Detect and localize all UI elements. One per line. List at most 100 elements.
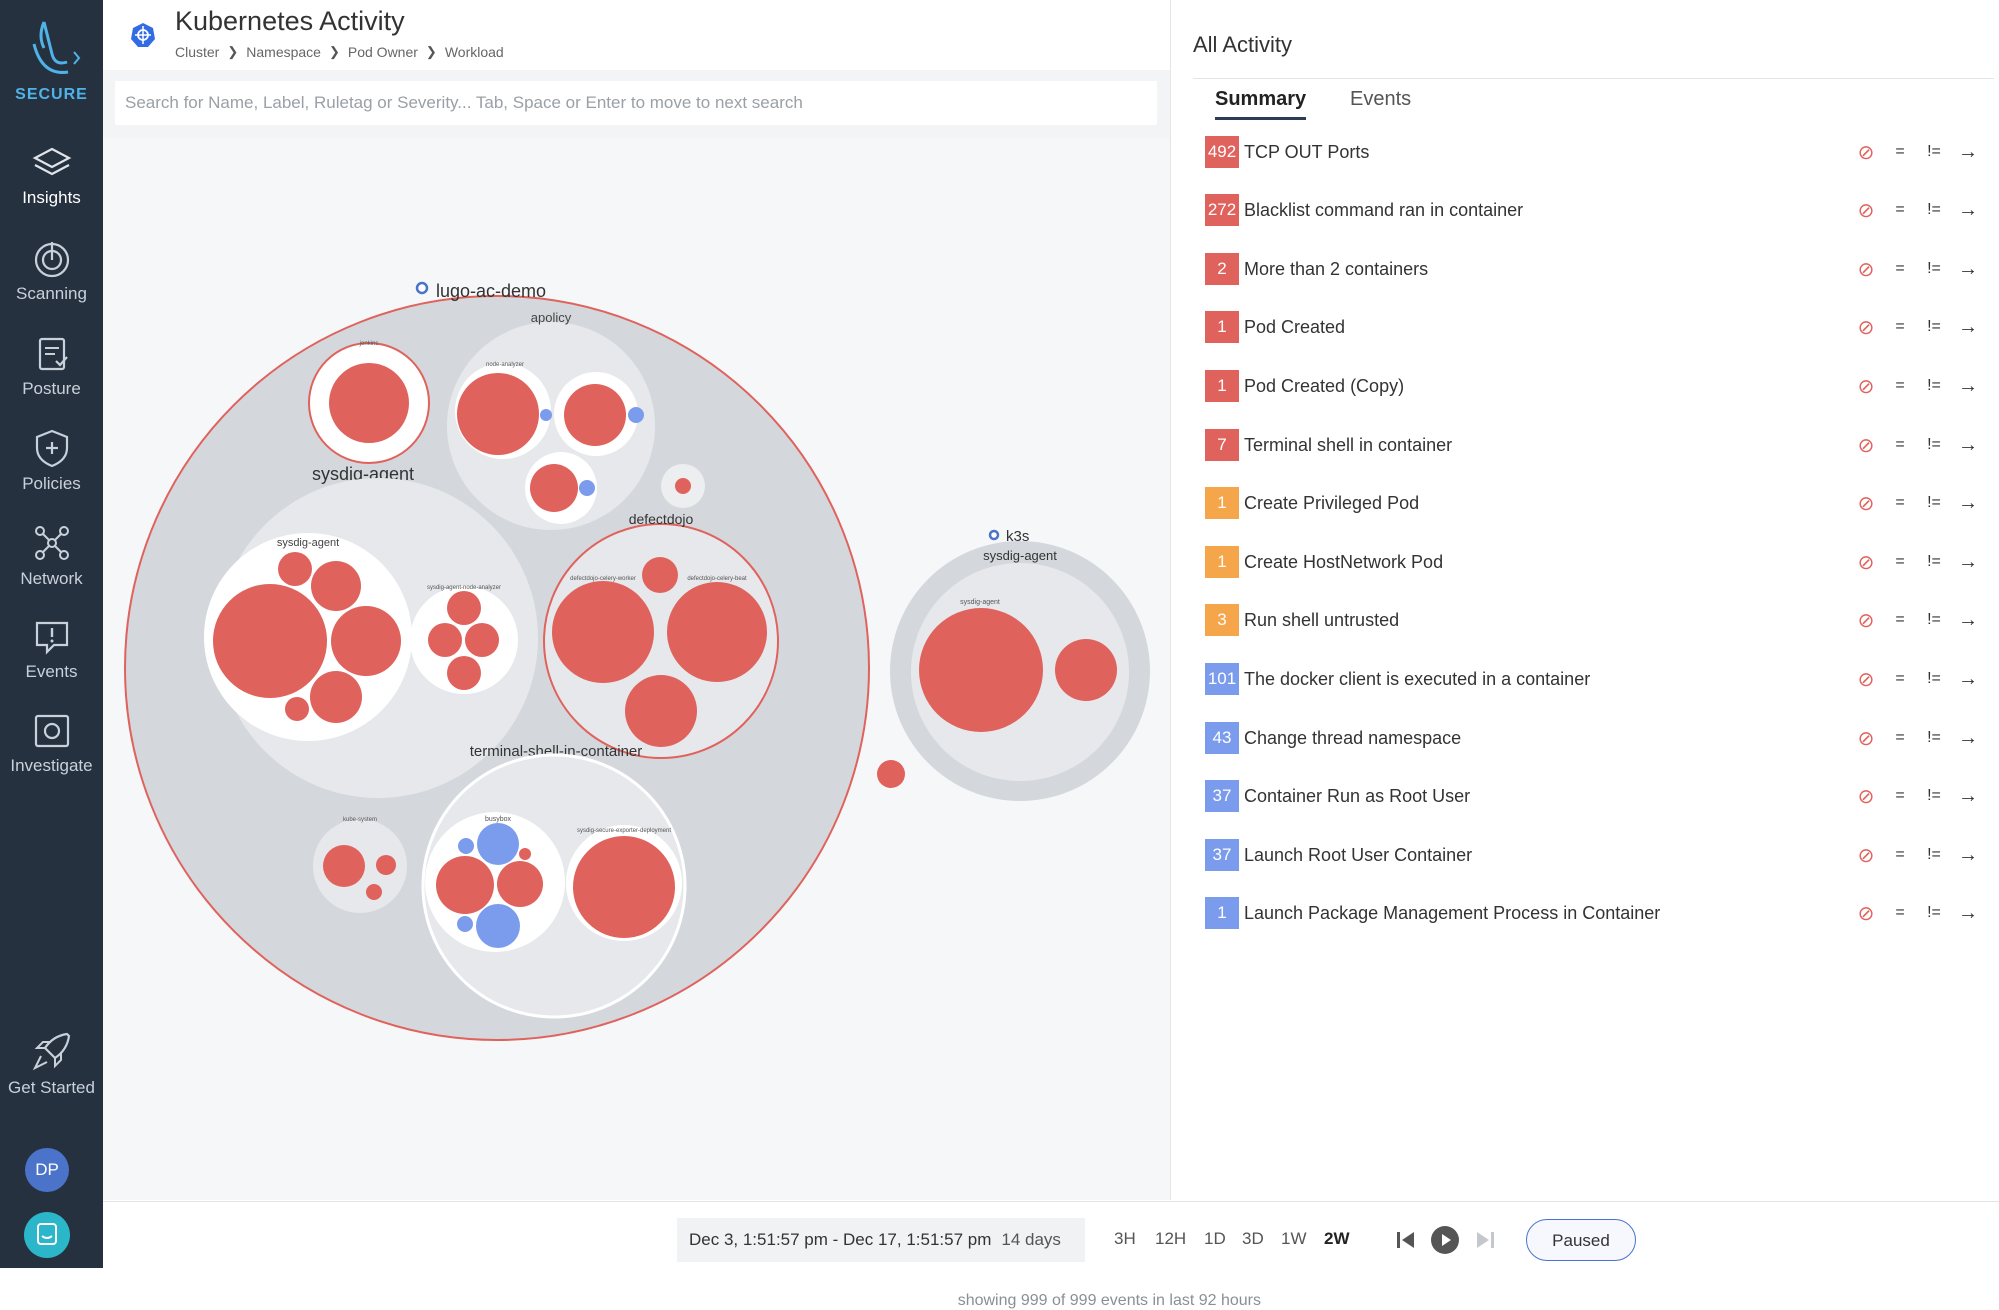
- activity-row[interactable]: 1 Create Privileged Pod ⊘ = != →: [1205, 486, 1985, 520]
- arrow-right-icon[interactable]: →: [1958, 315, 1978, 338]
- avatar[interactable]: DP: [25, 1148, 69, 1192]
- play-icon[interactable]: [1430, 1225, 1460, 1255]
- filter-equals-button[interactable]: =: [1895, 318, 1905, 335]
- pod-bubble[interactable]: [331, 606, 401, 676]
- nav-investigate[interactable]: Investigate: [0, 712, 103, 776]
- pod-bubble[interactable]: [573, 836, 675, 938]
- arrow-right-icon[interactable]: →: [1958, 491, 1978, 514]
- nav-policies[interactable]: Policies: [0, 428, 103, 494]
- activity-row[interactable]: 1 Pod Created (Copy) ⊘ = != →: [1205, 369, 1985, 403]
- filter-not-equals-button[interactable]: !=: [1927, 377, 1941, 394]
- activity-row[interactable]: 37 Launch Root User Container ⊘ = != →: [1205, 838, 1985, 872]
- workload-bubble[interactable]: [410, 586, 518, 694]
- breadcrumb-workload[interactable]: Workload: [444, 44, 504, 60]
- pod-bubble[interactable]: [310, 671, 362, 723]
- pod-bubble[interactable]: [285, 697, 309, 721]
- tab-events[interactable]: Events: [1350, 88, 1412, 110]
- arrow-right-icon[interactable]: →: [1958, 198, 1978, 221]
- range-3h-button[interactable]: 3H: [1114, 1229, 1136, 1248]
- arrow-right-icon[interactable]: →: [1958, 374, 1978, 397]
- filter-equals-button[interactable]: =: [1895, 494, 1905, 511]
- pod-bubble[interactable]: [366, 884, 382, 900]
- filter-not-equals-button[interactable]: !=: [1927, 494, 1941, 511]
- filter-not-equals-button[interactable]: !=: [1927, 904, 1941, 921]
- pod-bubble[interactable]: [1055, 639, 1117, 701]
- exclude-icon[interactable]: ⊘: [1857, 141, 1875, 164]
- activity-row[interactable]: 43 Change thread namespace ⊘ = != →: [1205, 721, 1985, 755]
- chat-button[interactable]: [24, 1212, 70, 1258]
- arrow-right-icon[interactable]: →: [1958, 667, 1978, 690]
- pod-bubble[interactable]: [457, 373, 539, 455]
- range-2w-button[interactable]: 2W: [1324, 1229, 1350, 1248]
- exclude-icon[interactable]: ⊘: [1857, 609, 1875, 632]
- range-12h-button[interactable]: 12H: [1155, 1229, 1187, 1248]
- exclude-icon[interactable]: ⊘: [1857, 199, 1875, 222]
- filter-equals-button[interactable]: =: [1895, 846, 1905, 863]
- exclude-icon[interactable]: ⊘: [1857, 492, 1875, 515]
- filter-not-equals-button[interactable]: !=: [1927, 201, 1941, 218]
- arrow-right-icon[interactable]: →: [1958, 901, 1978, 924]
- pod-bubble[interactable]: [476, 904, 520, 948]
- range-3d-button[interactable]: 3D: [1242, 1229, 1264, 1248]
- pod-bubble[interactable]: [428, 623, 462, 657]
- pod-bubble[interactable]: [628, 407, 644, 423]
- arrow-right-icon[interactable]: →: [1958, 257, 1978, 280]
- arrow-right-icon[interactable]: →: [1958, 140, 1978, 163]
- exclude-icon[interactable]: ⊘: [1857, 434, 1875, 457]
- tab-summary[interactable]: Summary: [1215, 88, 1307, 120]
- exclude-icon[interactable]: ⊘: [1857, 258, 1875, 281]
- exclude-icon[interactable]: ⊘: [1857, 785, 1875, 808]
- pod-bubble[interactable]: [919, 608, 1043, 732]
- filter-equals-button[interactable]: =: [1895, 729, 1905, 746]
- skip-end-icon[interactable]: [1474, 1228, 1496, 1252]
- arrow-right-icon[interactable]: →: [1958, 433, 1978, 456]
- pod-bubble[interactable]: [477, 823, 519, 865]
- pod-bubble[interactable]: [667, 582, 767, 682]
- arrow-right-icon[interactable]: →: [1958, 784, 1978, 807]
- arrow-right-icon[interactable]: →: [1958, 608, 1978, 631]
- filter-equals-button[interactable]: =: [1895, 904, 1905, 921]
- search-input[interactable]: [115, 81, 1157, 125]
- pod-bubble[interactable]: [458, 838, 474, 854]
- activity-row[interactable]: 7 Terminal shell in container ⊘ = != →: [1205, 428, 1985, 462]
- activity-row[interactable]: 2 More than 2 containers ⊘ = != →: [1205, 252, 1985, 286]
- filter-not-equals-button[interactable]: !=: [1927, 729, 1941, 746]
- filter-not-equals-button[interactable]: !=: [1927, 260, 1941, 277]
- date-range-picker[interactable]: Dec 3, 1:51:57 pm - Dec 17, 1:51:57 pm 14…: [677, 1218, 1085, 1262]
- pod-bubble[interactable]: [540, 409, 552, 421]
- breadcrumb-namespace[interactable]: Namespace: [246, 44, 321, 60]
- filter-equals-button[interactable]: =: [1895, 553, 1905, 570]
- arrow-right-icon[interactable]: →: [1958, 843, 1978, 866]
- activity-row[interactable]: 3 Run shell untrusted ⊘ = != →: [1205, 603, 1985, 637]
- exclude-icon[interactable]: ⊘: [1857, 668, 1875, 691]
- pod-bubble[interactable]: [530, 464, 578, 512]
- exclude-icon[interactable]: ⊘: [1857, 902, 1875, 925]
- exclude-icon[interactable]: ⊘: [1857, 551, 1875, 574]
- nav-posture[interactable]: Posture: [0, 335, 103, 399]
- pod-bubble[interactable]: [642, 557, 678, 593]
- nav-get-started[interactable]: Get Started: [0, 1030, 103, 1098]
- filter-not-equals-button[interactable]: !=: [1927, 143, 1941, 160]
- filter-equals-button[interactable]: =: [1895, 260, 1905, 277]
- filter-not-equals-button[interactable]: !=: [1927, 553, 1941, 570]
- paused-button[interactable]: Paused: [1526, 1219, 1636, 1261]
- arrow-right-icon[interactable]: →: [1958, 726, 1978, 749]
- nav-network[interactable]: Network: [0, 523, 103, 589]
- filter-equals-button[interactable]: =: [1895, 143, 1905, 160]
- activity-row[interactable]: 1 Launch Package Management Process in Co…: [1205, 896, 1985, 930]
- pod-bubble[interactable]: [519, 848, 531, 860]
- exclude-icon[interactable]: ⊘: [1857, 316, 1875, 339]
- filter-not-equals-button[interactable]: !=: [1927, 846, 1941, 863]
- breadcrumb-pod-owner[interactable]: Pod Owner: [347, 44, 418, 60]
- filter-not-equals-button[interactable]: !=: [1927, 787, 1941, 804]
- exclude-icon[interactable]: ⊘: [1857, 375, 1875, 398]
- exclude-icon[interactable]: ⊘: [1857, 844, 1875, 867]
- nav-insights[interactable]: Insights: [0, 146, 103, 208]
- filter-not-equals-button[interactable]: !=: [1927, 318, 1941, 335]
- skip-start-icon[interactable]: [1395, 1228, 1417, 1252]
- pod-bubble[interactable]: [329, 363, 409, 443]
- range-1d-button[interactable]: 1D: [1204, 1229, 1226, 1248]
- filter-equals-button[interactable]: =: [1895, 611, 1905, 628]
- pod-bubble[interactable]: [457, 916, 473, 932]
- arrow-right-icon[interactable]: →: [1958, 550, 1978, 573]
